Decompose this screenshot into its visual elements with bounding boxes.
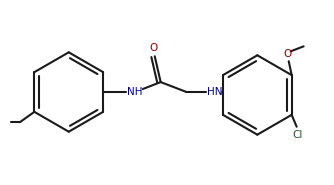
Text: HN: HN bbox=[206, 87, 222, 97]
Text: O: O bbox=[284, 49, 292, 59]
Text: NH: NH bbox=[127, 87, 143, 97]
Text: O: O bbox=[150, 43, 158, 53]
Text: Cl: Cl bbox=[293, 130, 303, 140]
